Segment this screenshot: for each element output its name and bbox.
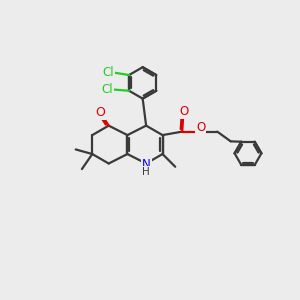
Text: O: O: [196, 121, 205, 134]
Text: Cl: Cl: [102, 66, 114, 79]
Text: O: O: [95, 106, 105, 118]
Text: Cl: Cl: [101, 83, 113, 96]
Text: O: O: [180, 105, 189, 118]
Text: H: H: [142, 167, 150, 177]
Text: N: N: [142, 158, 151, 171]
